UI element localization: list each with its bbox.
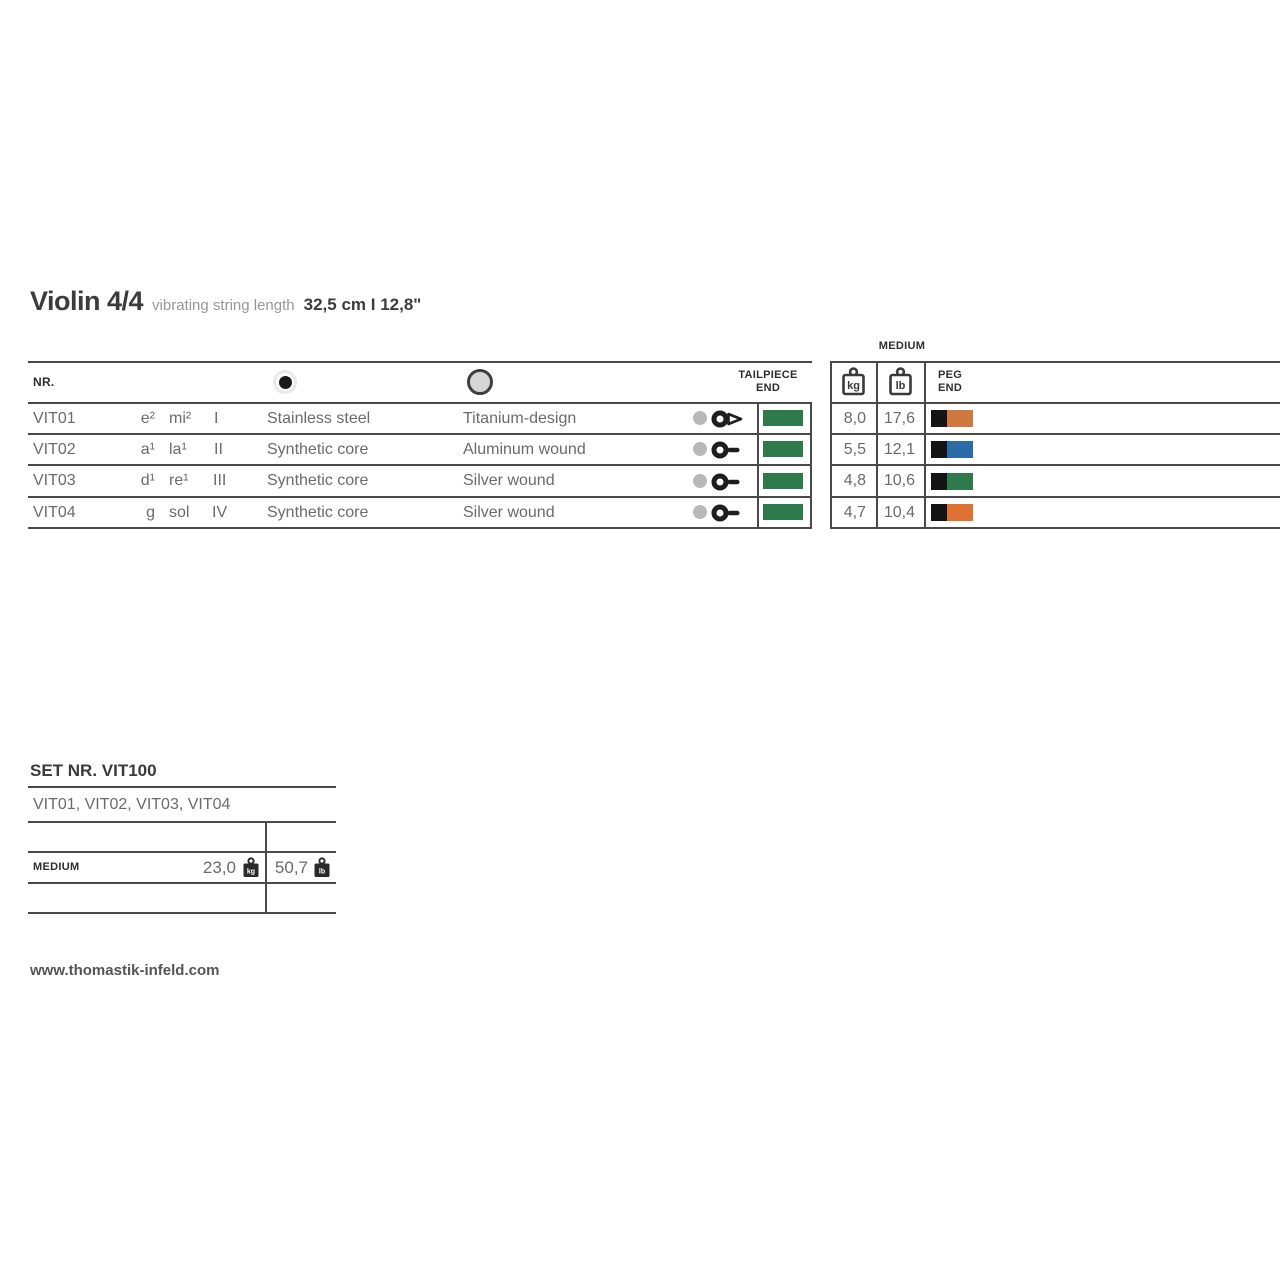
set-tension-kg: 23,0: [202, 858, 236, 877]
divider: [28, 882, 336, 884]
tailpiece-color-swatch: [763, 441, 803, 457]
peg-color-swatch: [931, 441, 973, 458]
divider: [830, 433, 1280, 435]
tailpiece-color-swatch: [763, 504, 803, 520]
string-winding: Aluminum wound: [463, 441, 586, 458]
tension-lb: 10,6: [883, 472, 915, 489]
string-winding: Silver wound: [463, 472, 555, 489]
medium-column-group-label: MEDIUM: [878, 340, 926, 352]
peg-color-swatch: [931, 473, 973, 490]
divider: [830, 402, 1280, 404]
ball-end-line-icon: [711, 504, 740, 522]
ball-end-line-icon: [711, 441, 740, 459]
column-header-tailpiece-end: TAILPIECE END: [738, 369, 798, 394]
divider: [830, 361, 832, 529]
set-gauge-label: MEDIUM: [33, 861, 80, 873]
column-header-peg-end: PEG END: [938, 369, 963, 394]
tension-kg: 8,0: [843, 410, 866, 427]
divider: [924, 361, 926, 529]
lb-weight-icon-small: lb: [314, 857, 330, 877]
divider: [28, 464, 812, 466]
kg-weight-icon: kg: [842, 367, 865, 396]
tension-kg: 5,5: [843, 441, 866, 458]
gray-dot-icon: [693, 442, 707, 456]
string-note: a¹: [140, 441, 155, 458]
string-note: e²: [140, 410, 155, 427]
divider: [28, 361, 812, 363]
string-solfege: sol: [169, 504, 190, 521]
divider: [830, 464, 1280, 466]
tailpiece-color-swatch: [763, 410, 803, 426]
string-note: g: [146, 504, 155, 521]
divider: [28, 851, 336, 853]
divider: [810, 402, 812, 529]
tailpiece-color-swatch: [763, 473, 803, 489]
winding-ring-icon: [467, 369, 493, 395]
core-dot-icon: [273, 370, 297, 394]
string-material: Synthetic core: [267, 504, 369, 521]
string-solfege: la¹: [169, 441, 187, 458]
string-winding: Titanium-design: [463, 410, 577, 427]
set-contents: VIT01, VIT02, VIT03, VIT04: [33, 796, 231, 813]
kg-unit-label: kg: [247, 869, 255, 876]
divider: [28, 912, 336, 914]
string-solfege: mi²: [169, 410, 192, 427]
lb-unit-label: lb: [896, 380, 906, 392]
string-id: VIT04: [33, 504, 76, 521]
tension-lb: 17,6: [883, 410, 915, 427]
string-id: VIT01: [33, 410, 76, 427]
string-position: III: [213, 472, 227, 489]
divider: [265, 821, 267, 914]
divider: [830, 361, 1280, 363]
string-material: Synthetic core: [267, 441, 369, 458]
website-link[interactable]: www.thomastik-infeld.com: [30, 962, 220, 979]
divider: [830, 496, 1280, 498]
string-material: Synthetic core: [267, 472, 369, 489]
string-id: VIT03: [33, 472, 76, 489]
kg-weight-icon-small: kg: [243, 857, 259, 877]
divider: [876, 361, 878, 529]
divider: [28, 527, 812, 529]
string-note: d¹: [140, 472, 155, 489]
peg-color-swatch: [931, 410, 973, 427]
page-title-row: Violin 4/4 vibrating string length 32,5 …: [30, 286, 421, 317]
column-header-nr: NR.: [33, 375, 55, 389]
tension-kg: 4,7: [843, 504, 866, 521]
divider: [757, 402, 759, 529]
peg-color-swatch: [931, 504, 973, 521]
string-position: II: [214, 441, 223, 458]
divider: [28, 821, 336, 823]
gray-dot-icon: [693, 411, 707, 425]
lb-unit-label: lb: [319, 869, 325, 876]
divider: [28, 496, 812, 498]
set-tension-lb: 50,7: [274, 858, 308, 877]
divider: [28, 402, 812, 404]
tension-lb: 10,4: [883, 504, 915, 521]
divider: [28, 786, 336, 788]
gray-dot-icon: [693, 474, 707, 488]
tension-lb: 12,1: [883, 441, 915, 458]
string-material: Stainless steel: [267, 410, 371, 427]
page-subtitle: vibrating string length: [152, 297, 295, 314]
set-title: SET NR. VIT100: [30, 761, 157, 780]
tension-kg: 4,8: [843, 472, 866, 489]
ball-end-line-icon: [711, 473, 740, 491]
page-title: Violin 4/4: [30, 286, 144, 316]
lb-weight-icon: lb: [889, 367, 912, 396]
string-id: VIT02: [33, 441, 76, 458]
string-winding: Silver wound: [463, 504, 555, 521]
kg-unit-label: kg: [847, 380, 860, 392]
ball-end-loop-icon: [711, 410, 743, 428]
string-position: I: [214, 410, 219, 427]
string-solfege: re¹: [169, 472, 189, 489]
divider: [830, 527, 1280, 529]
divider: [28, 433, 812, 435]
string-position: IV: [212, 504, 228, 521]
gray-dot-icon: [693, 505, 707, 519]
string-length-value: 32,5 cm I 12,8": [303, 295, 422, 314]
